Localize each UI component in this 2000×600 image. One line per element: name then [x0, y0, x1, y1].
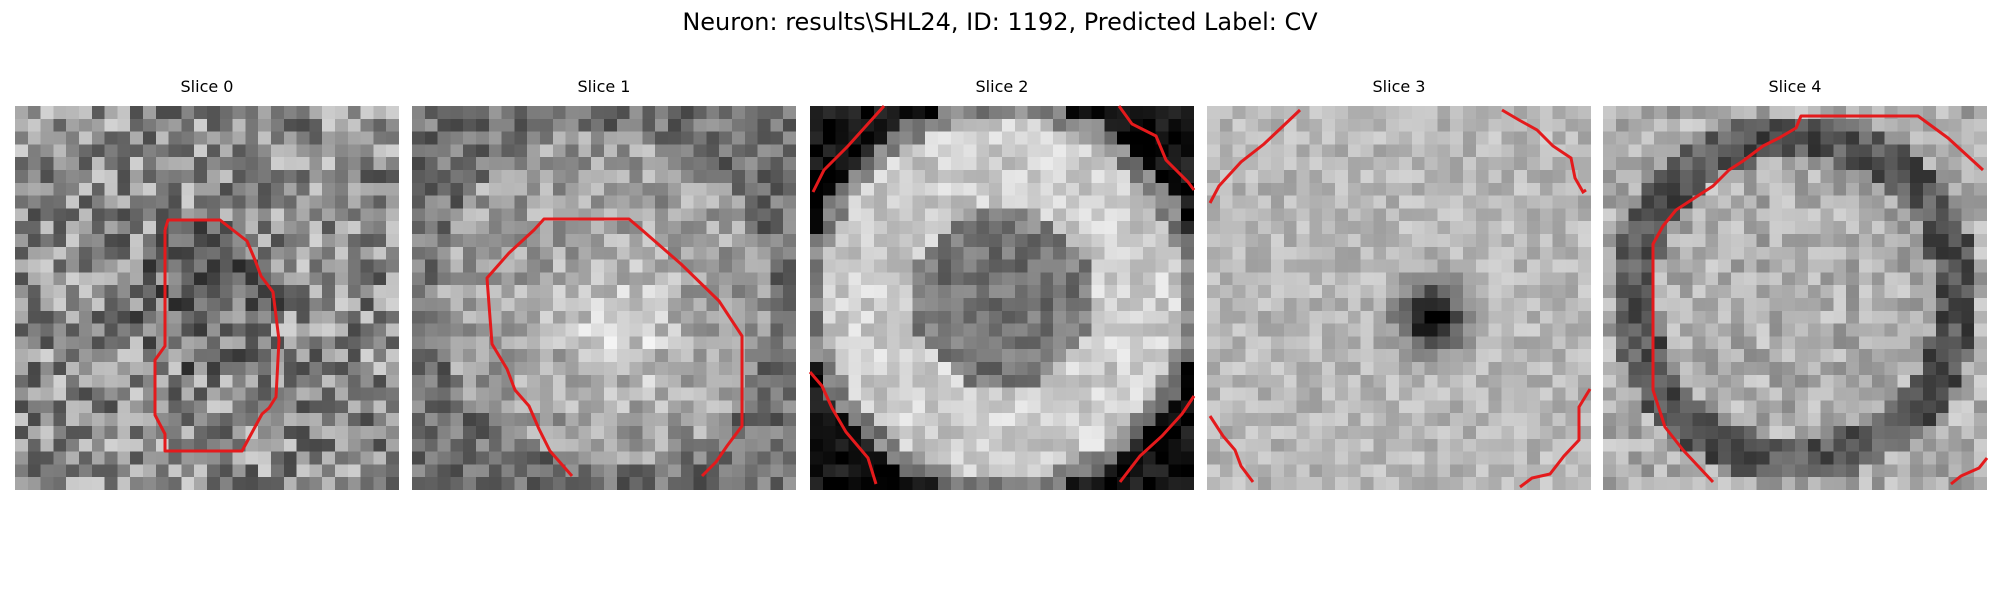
slice-image: [1207, 106, 1591, 490]
slice-title: Slice 3: [1372, 77, 1426, 96]
roi-contour: [1651, 114, 1989, 486]
slice-title: Slice 1: [577, 77, 631, 96]
slice-panel-4: Slice 4: [1603, 77, 1989, 490]
figure-title: Neuron: results\SHL24, ID: 1192, Predict…: [682, 8, 1318, 36]
roi-contour: [1208, 108, 1592, 489]
slice-title: Slice 0: [180, 77, 234, 96]
slice-image: [1603, 106, 1987, 490]
slice-image: [15, 106, 399, 490]
slice-panel-1: Slice 1: [412, 77, 796, 490]
slice-panel-3: Slice 3: [1207, 77, 1592, 490]
roi-contour: [485, 217, 744, 478]
slice-image: [810, 106, 1194, 490]
roi-contour: [808, 104, 1196, 485]
slice-panel-0: Slice 0: [15, 77, 399, 490]
slice-title: Slice 2: [975, 77, 1029, 96]
slice-image: [412, 106, 796, 490]
slice-panel-2: Slice 2: [808, 77, 1196, 490]
slice-title: Slice 4: [1768, 77, 1822, 96]
roi-contour: [153, 218, 281, 453]
